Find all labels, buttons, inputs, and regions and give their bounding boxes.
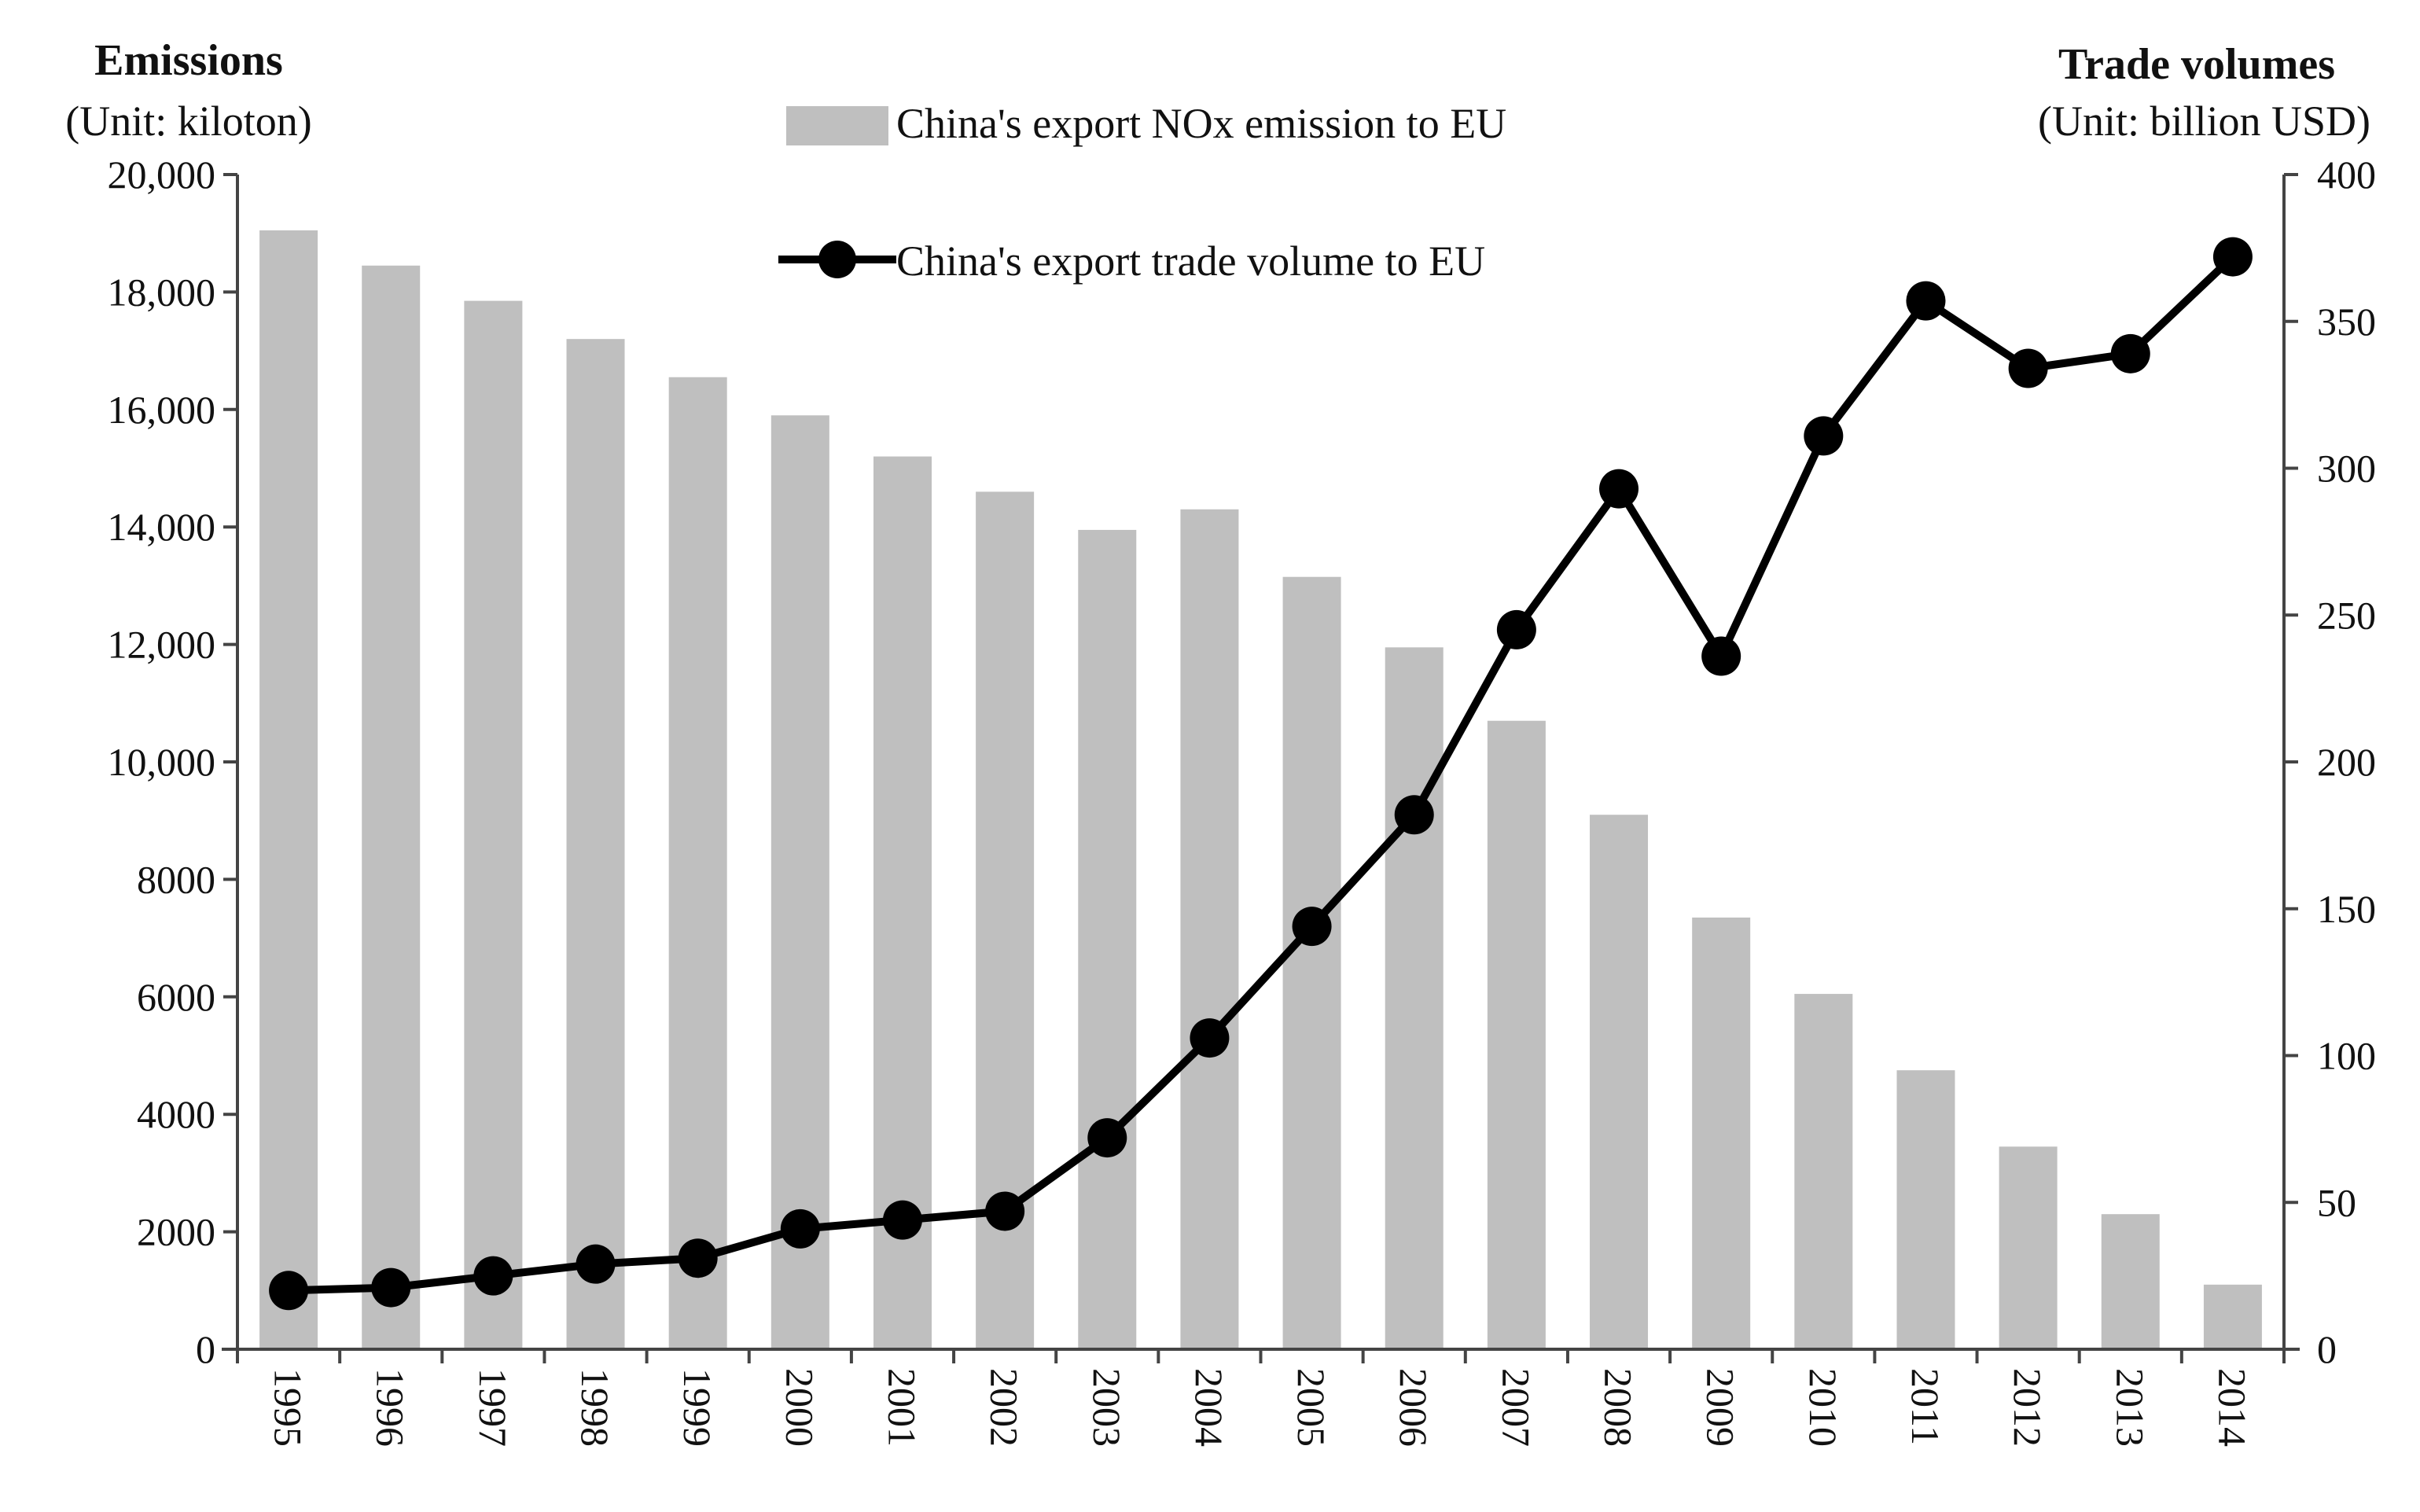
- emission-bar: [259, 230, 318, 1350]
- trade-volume-point: [473, 1256, 513, 1296]
- right-tick-label: 50: [2317, 1180, 2356, 1224]
- emission-bar: [1078, 529, 1137, 1349]
- trade-volume-point: [780, 1208, 820, 1249]
- right-tick-label: 400: [2317, 153, 2376, 197]
- emission-bar: [1794, 994, 1853, 1349]
- left-tick-label: 12,000: [108, 623, 216, 667]
- left-tick-label: 6000: [137, 975, 215, 1019]
- emission-bar: [464, 300, 523, 1350]
- emission-bar: [1487, 720, 1546, 1349]
- right-tick-label: 200: [2317, 740, 2376, 784]
- trade-volume-point: [2212, 237, 2253, 277]
- x-tick-label: 2014: [2210, 1368, 2254, 1447]
- trade-volume-point: [678, 1238, 718, 1278]
- line-series: [269, 237, 2253, 1311]
- emission-bar: [1999, 1146, 2058, 1349]
- x-tick-label: 2006: [1392, 1368, 1436, 1447]
- emission-bar: [2203, 1284, 2262, 1349]
- x-tick-label: 2002: [983, 1368, 1027, 1447]
- legend: China's export NOx emission to EU China'…: [778, 100, 1506, 285]
- trade-volume-point: [1190, 1018, 1230, 1058]
- right-tick-label: 250: [2317, 593, 2376, 637]
- left-tick-label: 2000: [137, 1210, 215, 1254]
- left-tick-label: 4000: [137, 1092, 215, 1136]
- left-axis-ticks: 0 2000 4000 6000 8000 10,000 12,000 14,000 16,00…: [108, 153, 237, 1371]
- right-tick-label: 0: [2317, 1327, 2337, 1371]
- emission-bar: [1180, 509, 1239, 1349]
- right-axis-title: Trade volumes: [2058, 40, 2335, 89]
- trade-volume-point: [1496, 609, 1536, 649]
- x-tick-label: 2005: [1289, 1368, 1333, 1447]
- emission-bar: [771, 415, 829, 1349]
- emission-bar: [1282, 576, 1341, 1349]
- x-axis-ticks: 1995 1996 1997 1998 1999 2000 2001 2002 2003 2004…: [236, 1349, 2286, 1447]
- trade-volume-point: [1906, 281, 1946, 321]
- right-axis-unit: (Unit: billion USD): [2038, 97, 2370, 145]
- x-tick-label: 2010: [1801, 1368, 1845, 1447]
- emission-bar: [1692, 917, 1751, 1349]
- trade-volume-point: [1292, 907, 1332, 947]
- emission-bar: [1896, 1070, 1955, 1349]
- x-tick-label: 2000: [778, 1368, 822, 1447]
- x-tick-label: 2007: [1494, 1368, 1538, 1447]
- trade-volume-point: [1394, 795, 1434, 835]
- trade-volume-point: [1804, 416, 1844, 456]
- x-tick-label: 2011: [1903, 1368, 1947, 1445]
- x-tick-label: 1995: [267, 1368, 311, 1447]
- legend-bar-label: China's export NOx emission to EU: [896, 100, 1506, 147]
- trade-volume-point: [882, 1200, 922, 1240]
- left-axis-title: Emissions: [94, 36, 283, 85]
- x-tick-label: 1998: [573, 1368, 617, 1447]
- axes: [222, 175, 2300, 1351]
- legend-line-label: China's export trade volume to EU: [896, 237, 1485, 285]
- x-tick-label: 2012: [2006, 1368, 2050, 1447]
- trade-volume-point: [576, 1244, 616, 1284]
- left-tick-label: 18,000: [108, 270, 216, 314]
- left-axis-unit: (Unit: kiloton): [65, 97, 311, 145]
- emission-bar: [1385, 647, 1444, 1349]
- x-tick-label: 1999: [675, 1368, 719, 1447]
- legend-line-marker: [818, 241, 856, 278]
- emission-bar: [566, 339, 625, 1349]
- right-tick-label: 300: [2317, 447, 2376, 491]
- trade-volume-point: [1087, 1118, 1127, 1158]
- emission-bar: [1590, 815, 1649, 1349]
- emission-bar: [668, 377, 727, 1350]
- x-tick-label: 1996: [369, 1368, 413, 1447]
- trade-volume-point: [1701, 636, 1741, 676]
- left-tick-label: 16,000: [108, 388, 216, 432]
- x-tick-label: 2004: [1187, 1368, 1231, 1447]
- legend-bar-swatch: [786, 106, 888, 145]
- emission-bar: [2101, 1214, 2160, 1349]
- x-tick-label: 2008: [1597, 1368, 1641, 1447]
- trade-volume-point: [269, 1271, 309, 1311]
- left-tick-label: 20,000: [108, 153, 216, 197]
- bar-series: [259, 230, 2262, 1350]
- x-tick-label: 1997: [471, 1368, 515, 1447]
- left-tick-label: 8000: [137, 857, 215, 901]
- trade-volume-point: [371, 1267, 411, 1308]
- trade-volume-point: [985, 1191, 1025, 1231]
- right-tick-label: 150: [2317, 887, 2376, 931]
- right-axis-ticks: 0 50 100 150 200 250 300 350 400: [2284, 153, 2376, 1371]
- emission-bar: [362, 265, 421, 1349]
- x-tick-label: 2013: [2108, 1368, 2152, 1447]
- x-tick-label: 2001: [880, 1368, 924, 1447]
- right-tick-label: 100: [2317, 1034, 2376, 1078]
- left-tick-label: 0: [196, 1327, 215, 1371]
- trade-volume-point: [1599, 469, 1639, 509]
- left-tick-label: 14,000: [108, 505, 216, 549]
- right-tick-label: 350: [2317, 300, 2376, 344]
- x-tick-label: 2009: [1699, 1368, 1743, 1447]
- x-tick-label: 2003: [1085, 1368, 1129, 1447]
- left-tick-label: 10,000: [108, 740, 216, 784]
- trade-volume-point: [2110, 333, 2150, 373]
- trade-volume-point: [2008, 348, 2048, 388]
